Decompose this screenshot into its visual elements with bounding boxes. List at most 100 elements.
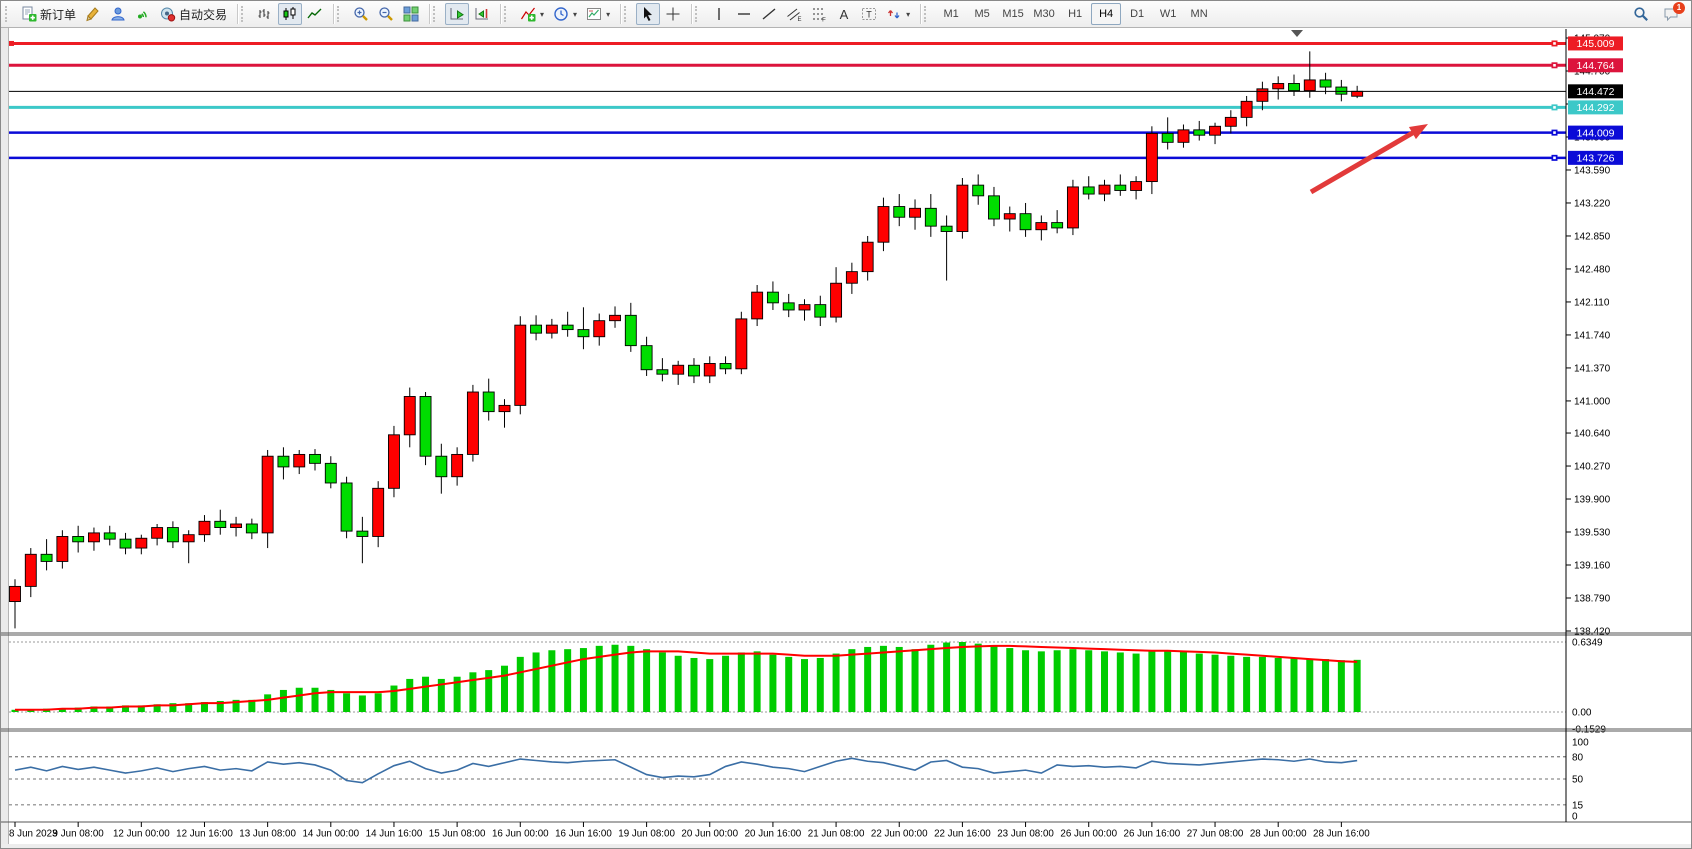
toolbar-grip: [624, 6, 629, 22]
chevron-down-icon[interactable]: ▾: [573, 9, 578, 19]
toolbar-group-zoom: [346, 1, 426, 28]
timeframe-h4-button[interactable]: H4: [1091, 3, 1122, 25]
indicators-button[interactable]: ▾: [516, 3, 548, 25]
crosshair-button[interactable]: [661, 3, 685, 25]
candlestick-chart-button[interactable]: [278, 3, 303, 25]
zoom-out-button[interactable]: [374, 3, 398, 25]
chevron-down-icon[interactable]: ▾: [906, 9, 911, 19]
timeframe-m5-button-label: M5: [974, 8, 990, 20]
svg-text:16 Jun 00:00: 16 Jun 00:00: [492, 829, 549, 840]
zoom-out-icon: [378, 6, 394, 22]
svg-text:138.790: 138.790: [1574, 593, 1611, 604]
signal-icon: [135, 6, 151, 22]
autoscroll-icon: [449, 6, 465, 22]
timeframe-m1-button-label: M1: [943, 8, 959, 20]
chevron-down-icon[interactable]: ▾: [606, 9, 611, 19]
search-button[interactable]: [1629, 3, 1653, 25]
timeframe-mn-button[interactable]: MN: [1184, 3, 1214, 25]
new-order-button-label: 新订单: [40, 7, 77, 22]
text-button[interactable]: A: [832, 3, 856, 25]
svg-text:27 Jun 08:00: 27 Jun 08:00: [1187, 829, 1244, 840]
timeframe-h1-button-label: H1: [1068, 8, 1083, 20]
toolbar-separator: [691, 4, 693, 24]
auto-trading-button[interactable]: 自动交易: [156, 3, 231, 25]
arrows-button[interactable]: ▾: [882, 3, 914, 25]
svg-text:23 Jun 08:00: 23 Jun 08:00: [997, 829, 1054, 840]
toolbar-grip: [433, 6, 438, 22]
vertical-line-button[interactable]: [707, 3, 731, 25]
svg-text:13 Jun 08:00: 13 Jun 08:00: [239, 829, 296, 840]
clock-icon: [553, 6, 569, 22]
horizontal-line-button[interactable]: [732, 3, 756, 25]
equidistant-channel-button[interactable]: E: [782, 3, 806, 25]
svg-text:139.900: 139.900: [1574, 495, 1611, 506]
svg-text:142.850: 142.850: [1574, 231, 1611, 242]
timeframe-h1-button[interactable]: H1: [1060, 3, 1090, 25]
svg-text:28 Jun 00:00: 28 Jun 00:00: [1250, 829, 1307, 840]
auto-trading-button-label: 自动交易: [179, 7, 228, 22]
svg-text:141.740: 141.740: [1574, 330, 1611, 341]
periods-button[interactable]: ▾: [549, 3, 581, 25]
bar-chart-button[interactable]: [253, 3, 277, 25]
toolbar-group-draw: E F A T ▾: [704, 1, 917, 28]
svg-text:145.009: 145.009: [1577, 38, 1615, 50]
community-button[interactable]: [106, 3, 130, 25]
svg-text:26 Jun 16:00: 26 Jun 16:00: [1124, 829, 1181, 840]
svg-text:143.590: 143.590: [1574, 165, 1611, 176]
svg-text:22 Jun 00:00: 22 Jun 00:00: [871, 829, 928, 840]
price-chart[interactable]: 145.070144.700144.330143.960143.590143.2…: [1, 28, 1692, 849]
trend-arrow-annotation[interactable]: [1309, 124, 1428, 195]
cursor-button[interactable]: [636, 3, 661, 25]
svg-text:12 Jun 16:00: 12 Jun 16:00: [176, 829, 233, 840]
timeframe-m30-button-label: M30: [1033, 8, 1055, 20]
styler-button[interactable]: [81, 3, 105, 25]
autotrade-icon: [160, 6, 176, 22]
timeframe-m1-button[interactable]: M1: [936, 3, 966, 25]
text-label-button[interactable]: T: [857, 3, 881, 25]
toolbar: 新订单 自动交易 ▾ ▾ ▾ E F A T ▾ M1 M5 M15 M30 H1 H4 D1 W1 MN 1: [1, 1, 1691, 28]
auto-scroll-button[interactable]: [445, 3, 470, 25]
timeframe-m30-button[interactable]: M30: [1029, 3, 1059, 25]
toolbar-grip: [5, 6, 10, 22]
toolbar-right: 1: [1629, 2, 1689, 25]
timeframe-w1-button[interactable]: W1: [1153, 3, 1183, 25]
fibonacci-button[interactable]: F: [807, 3, 831, 25]
timeframe-m15-button[interactable]: M15: [998, 3, 1028, 25]
svg-text:80: 80: [1572, 752, 1584, 763]
line-chart-button[interactable]: [303, 3, 327, 25]
timeframe-d1-button[interactable]: D1: [1122, 3, 1152, 25]
vline-icon: [711, 6, 727, 22]
toolbar-separator: [429, 4, 431, 24]
chart-shift-button[interactable]: [470, 3, 494, 25]
horizontal-level-lines[interactable]: [9, 40, 1566, 161]
svg-text:143.726: 143.726: [1577, 153, 1615, 165]
timeframe-m5-button[interactable]: M5: [967, 3, 997, 25]
cursor-icon: [640, 6, 656, 22]
tile-windows-button[interactable]: [399, 3, 423, 25]
signals-button[interactable]: [131, 3, 155, 25]
chat-button[interactable]: 1: [1659, 2, 1685, 25]
toolbar-separator: [500, 4, 502, 24]
svg-text:15 Jun 08:00: 15 Jun 08:00: [429, 829, 486, 840]
timeframe-h4-button-label: H4: [1099, 8, 1114, 20]
templates-button[interactable]: ▾: [582, 3, 614, 25]
toolbar-group-pointer: [633, 1, 688, 28]
svg-text:142.110: 142.110: [1574, 297, 1610, 308]
fibo-icon: F: [811, 6, 827, 22]
chevron-down-icon[interactable]: ▾: [540, 9, 545, 19]
svg-text:8 Jun 2023: 8 Jun 2023: [9, 829, 58, 840]
toolbar-separator: [620, 4, 622, 24]
svg-text:26 Jun 00:00: 26 Jun 00:00: [1060, 829, 1117, 840]
zoom-in-button[interactable]: [349, 3, 373, 25]
svg-text:28 Jun 16:00: 28 Jun 16:00: [1313, 829, 1370, 840]
timeframe-w1-button-label: W1: [1159, 8, 1177, 20]
candles-icon: [282, 6, 298, 22]
trendline-button[interactable]: [757, 3, 781, 25]
new-order-button[interactable]: 新订单: [17, 3, 80, 25]
svg-text:20 Jun 16:00: 20 Jun 16:00: [745, 829, 802, 840]
svg-text:-0.1529: -0.1529: [1572, 724, 1606, 735]
pane-separators: [1, 29, 1691, 848]
search-icon: [1633, 6, 1649, 22]
svg-text:0.00: 0.00: [1572, 708, 1592, 719]
